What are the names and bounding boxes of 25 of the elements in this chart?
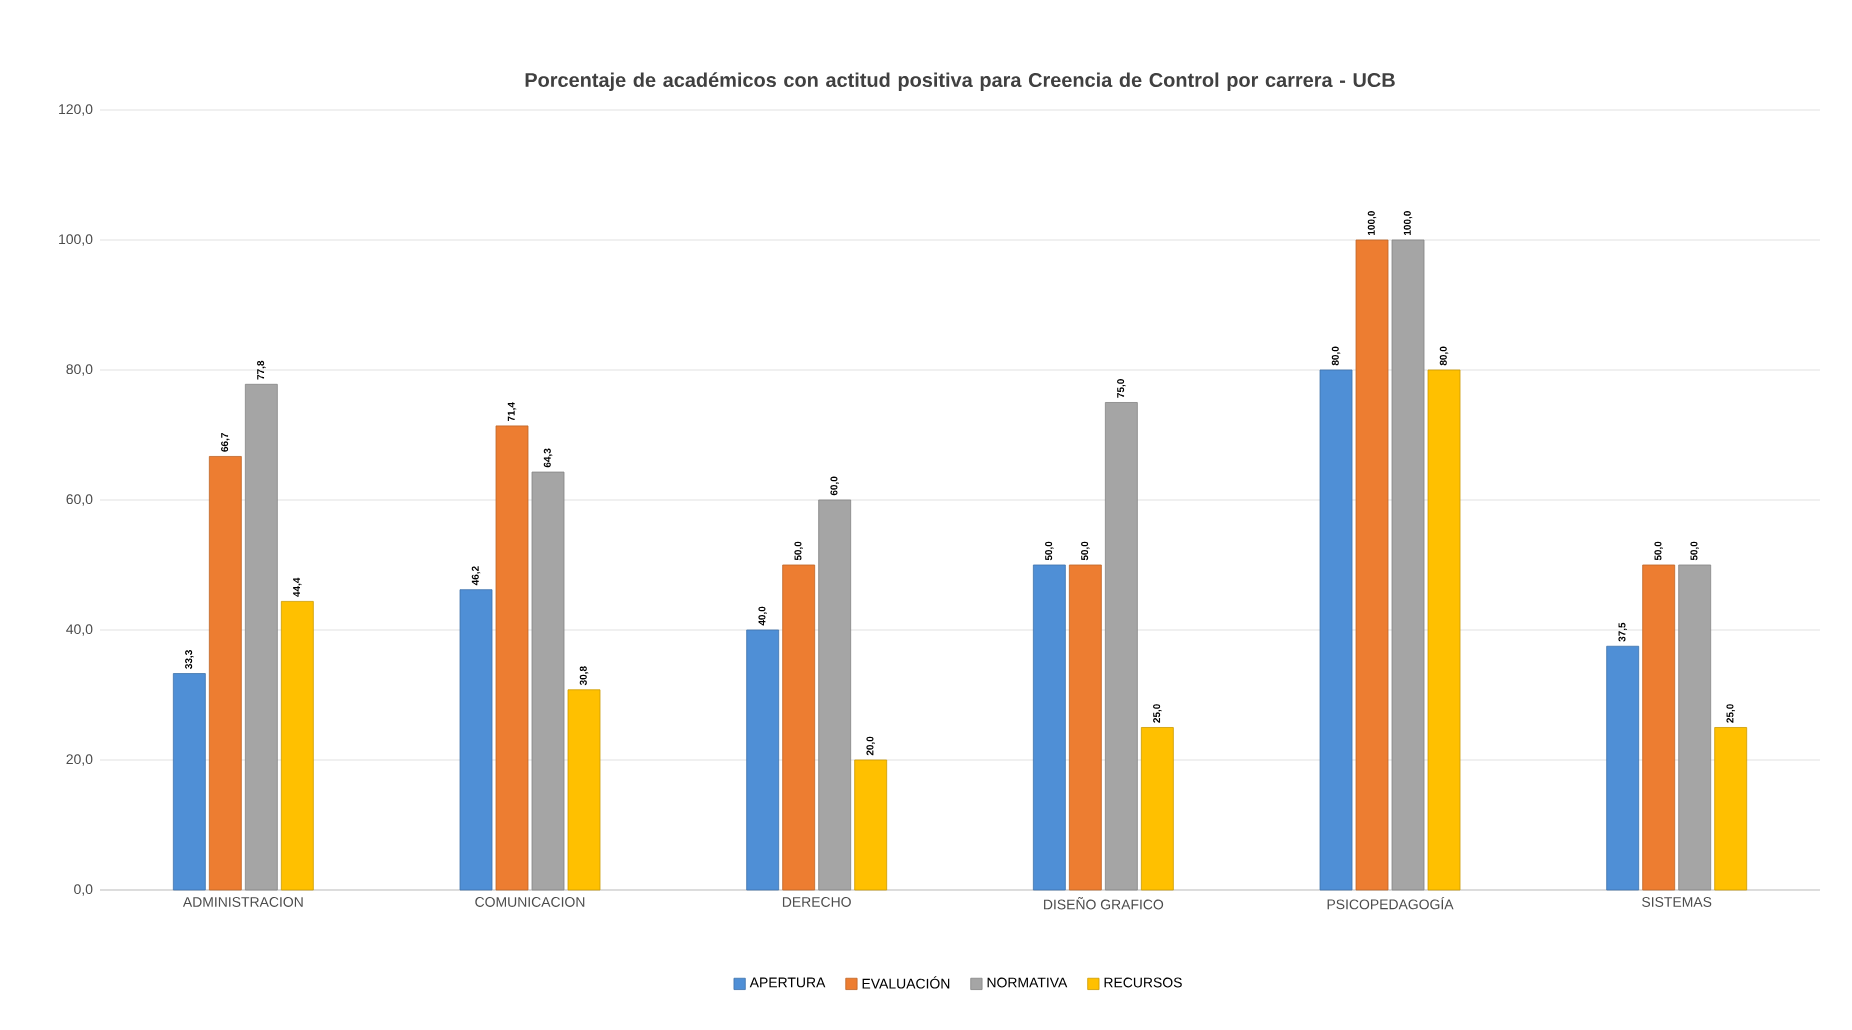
bar [459, 589, 493, 891]
bar [1104, 402, 1138, 891]
chart-title: Porcentaje de académicos con actitud positiva para Creencia de Control por carrera - UCB [525, 72, 1395, 91]
bar [1642, 564, 1676, 891]
bar [1032, 564, 1066, 891]
bar [746, 629, 780, 891]
bar [1140, 727, 1174, 891]
bar [495, 425, 529, 891]
bar [244, 383, 278, 891]
bar [280, 601, 314, 891]
bar [1678, 564, 1712, 891]
bar [1606, 645, 1640, 891]
bar [1427, 369, 1461, 891]
bar [1319, 369, 1353, 891]
bar [1068, 564, 1102, 891]
bar [531, 471, 565, 891]
bar [567, 689, 601, 891]
bar [1714, 727, 1748, 891]
bar [172, 673, 206, 891]
bar [208, 456, 242, 891]
bar [1391, 239, 1425, 891]
bar [818, 499, 852, 891]
bar [1355, 239, 1389, 891]
bar [854, 759, 888, 891]
bar [782, 564, 816, 891]
